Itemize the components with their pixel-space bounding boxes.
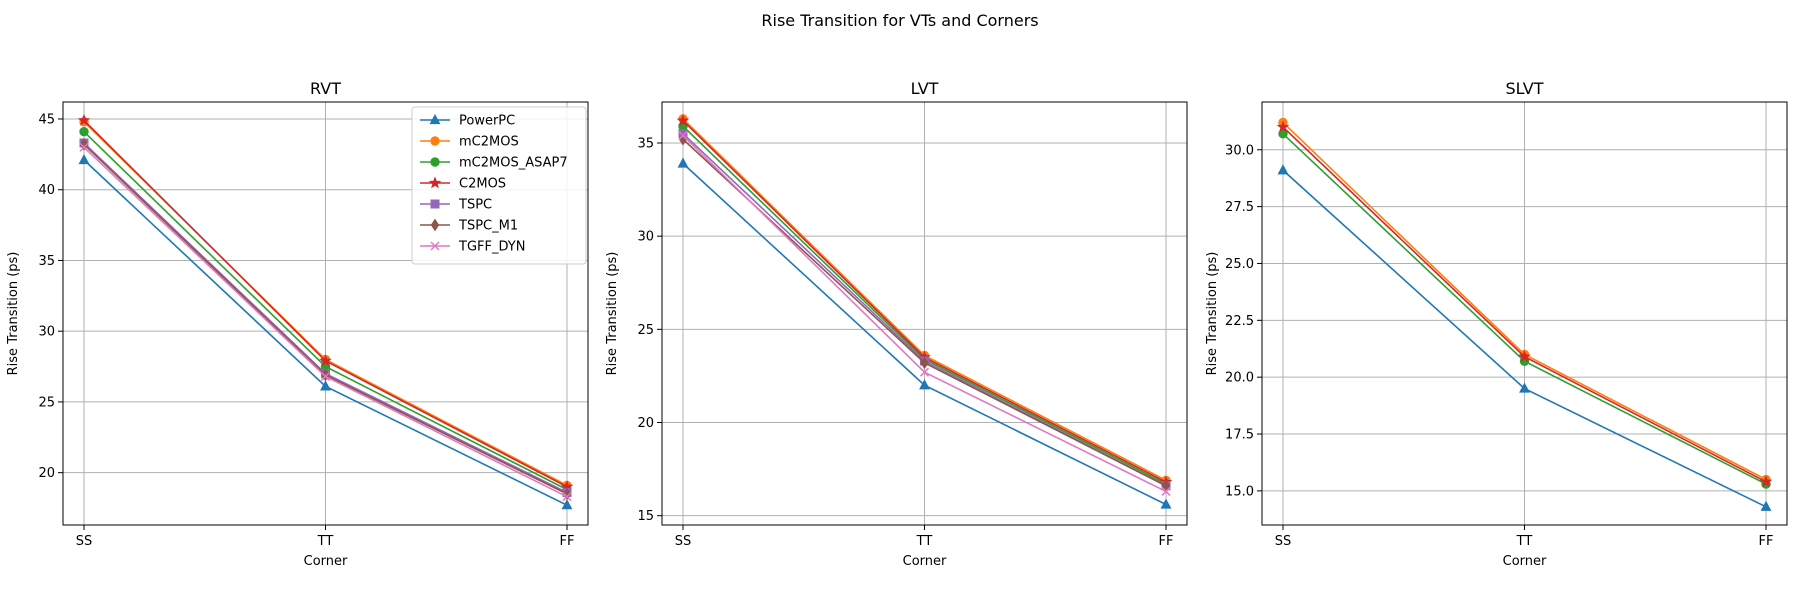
legend-label: TGFF_DYN — [458, 240, 525, 255]
subplot-slvt: SS TT FF 15.0 17.5 20.0 22.5 25.0 27.5 30.0 SLVT Co… — [1205, 79, 1788, 569]
series-c2mos — [1276, 120, 1773, 488]
y-tick-label: 15 — [637, 509, 654, 524]
data-point — [920, 356, 929, 370]
y-axis-label: Rise Transition (ps) — [6, 252, 21, 376]
legend-label: mC2MOS_ASAP7 — [459, 156, 568, 171]
x-tick-label: SS — [1275, 534, 1292, 549]
data-point — [320, 371, 331, 381]
data-point — [677, 157, 689, 168]
y-tick-label: 15.0 — [1225, 484, 1254, 499]
legend-label: PowerPC — [459, 114, 515, 129]
x-tick-label: SS — [76, 534, 93, 549]
legend-swatch-marker — [430, 218, 440, 232]
legend-label: mC2MOS — [459, 135, 519, 150]
subplot-rvt: SS TT FF 20 25 30 35 40 45 RVT Corner Rise Transiti… — [6, 79, 589, 569]
data-point — [79, 142, 89, 152]
data-point — [1161, 486, 1171, 496]
x-tick-label: TT — [1516, 534, 1533, 549]
data-point — [79, 127, 89, 137]
x-tick-label: SS — [675, 534, 692, 549]
y-tick-label: 35 — [637, 136, 654, 151]
data-point — [676, 114, 690, 126]
subplot-title: LVT — [911, 79, 939, 98]
legend-swatch-marker — [429, 113, 441, 125]
data-point — [1759, 475, 1773, 488]
figure-title: Rise Transition for VTs and Corners — [761, 11, 1038, 30]
series-powerpc — [677, 157, 1172, 509]
y-tick-label: 25 — [38, 395, 55, 410]
legend: PowerPC mC2MOS mC2MOS_ASAP7 C2MOS TSPC TSPC_M… — [411, 106, 587, 265]
subplot-title: RVT — [310, 79, 341, 98]
y-tick-label: 30 — [38, 325, 55, 340]
x-axis-label: Corner — [304, 554, 348, 569]
legend-entry: TGFF_DYN — [420, 240, 525, 255]
data-point — [77, 113, 91, 126]
data-point — [561, 499, 573, 510]
y-tick-label: 20.0 — [1225, 371, 1254, 386]
x-tick-label: TT — [916, 534, 933, 549]
x-tick-label: FF — [560, 534, 575, 549]
data-point — [919, 379, 930, 390]
legend-swatch-marker — [428, 176, 442, 189]
series-tgff-dyn — [678, 131, 1171, 496]
data-point — [1160, 498, 1172, 509]
x-tick-label: TT — [317, 534, 334, 549]
x-tick-label: FF — [1159, 534, 1174, 549]
y-tick-label: 30.0 — [1225, 143, 1254, 158]
data-point — [562, 492, 572, 502]
data-point — [1276, 120, 1290, 133]
legend-entry: C2MOS — [420, 176, 506, 192]
legend-label: TSPC — [458, 198, 492, 213]
data-point — [1519, 382, 1530, 393]
data-point — [678, 131, 688, 141]
y-tick-label: 25.0 — [1225, 257, 1254, 272]
x-tick-label: FF — [1759, 534, 1774, 549]
y-tick-label: 20 — [637, 416, 654, 431]
y-axis-label: Rise Transition (ps) — [1205, 252, 1220, 376]
data-point — [320, 380, 331, 391]
data-point — [79, 138, 89, 151]
y-axis-label: Rise Transition (ps) — [605, 252, 620, 376]
legend-swatch-marker — [430, 157, 440, 167]
subplot-lvt: SS TT FF 15 20 25 30 35 LVT Corner Rise Transition… — [605, 79, 1188, 569]
x-axis-label: Corner — [1503, 554, 1547, 569]
subplot-title: SLVT — [1505, 79, 1543, 98]
y-tick-label: 22.5 — [1225, 314, 1254, 329]
data-point — [78, 153, 90, 165]
legend-box — [411, 106, 587, 265]
legend-swatch-marker — [430, 241, 440, 251]
y-tick-label: 30 — [637, 230, 654, 245]
data-point — [319, 354, 332, 367]
legend-entry: TSPC_M1 — [420, 219, 518, 234]
y-tick-label: 20 — [38, 466, 55, 481]
data-point — [919, 367, 930, 377]
legend-label: C2MOS — [459, 177, 506, 192]
series-powerpc — [1277, 164, 1772, 511]
legend-swatch-marker — [430, 136, 440, 146]
legend-swatch-marker — [430, 199, 440, 209]
data-point — [1760, 500, 1772, 511]
y-tick-label: 25 — [637, 323, 654, 338]
subplots: SS TT FF 20 25 30 35 40 45 RVT Corner Rise Transiti… — [6, 79, 1788, 569]
y-tick-label: 17.5 — [1225, 428, 1254, 443]
series-powerpc — [78, 153, 573, 510]
legend-label: TSPC_M1 — [458, 219, 518, 234]
data-point — [1277, 164, 1289, 175]
series-tgff-dyn — [79, 142, 572, 502]
legend-entry: TSPC — [420, 198, 492, 213]
y-tick-label: 27.5 — [1225, 200, 1254, 215]
legend-entry: mC2MOS — [420, 135, 519, 150]
y-tick-label: 45 — [38, 112, 55, 127]
legend-entry: PowerPC — [420, 114, 515, 129]
y-tick-label: 35 — [38, 254, 55, 269]
x-axis-label: Corner — [903, 554, 947, 569]
y-tick-label: 40 — [38, 183, 55, 198]
legend-entry: mC2MOS_ASAP7 — [420, 156, 568, 171]
series-c2mos — [77, 113, 574, 493]
data-point — [1518, 350, 1531, 363]
